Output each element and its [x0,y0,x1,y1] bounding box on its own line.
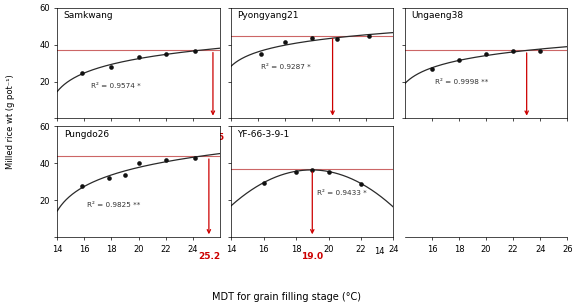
Point [281,39,290,44]
Text: 14: 14 [374,247,384,256]
Point [509,49,518,54]
Point [104,175,113,180]
Text: Samkwang: Samkwang [64,11,113,20]
Text: R² = 0.9287 *: R² = 0.9287 * [261,64,311,71]
Point [134,55,143,60]
Point [364,34,374,39]
Point [107,64,116,69]
Point [324,169,333,174]
Text: 25.2: 25.2 [198,252,220,261]
Text: Milled rice wt (g pot⁻¹): Milled rice wt (g pot⁻¹) [6,74,15,169]
Text: R² = 0.9998 **: R² = 0.9998 ** [435,79,488,85]
Point [292,169,301,174]
Point [536,49,545,54]
Point [481,51,490,56]
Text: MDT for grain filling stage (°C): MDT for grain filling stage (°C) [212,292,361,302]
Point [134,161,143,166]
Point [454,58,464,63]
Text: Pyongyang21: Pyongyang21 [238,11,299,20]
Point [120,173,129,178]
Text: R² = 0.9433 *: R² = 0.9433 * [317,191,367,196]
Point [332,36,342,41]
Point [161,158,170,163]
Point [259,180,268,185]
Point [77,71,87,76]
Point [356,181,366,186]
Point [191,155,200,160]
Point [308,167,317,172]
Point [256,51,265,56]
Point [427,66,437,71]
Point [77,184,87,189]
Text: R² = 0.9574 *: R² = 0.9574 * [91,83,141,89]
Point [308,36,317,40]
Point [161,51,170,56]
Text: 25.5: 25.5 [202,133,224,142]
Text: 19.0: 19.0 [301,252,323,261]
Text: 21.5: 21.5 [321,133,344,142]
Text: 23.0: 23.0 [516,133,537,142]
Text: YF-66-3-9-1: YF-66-3-9-1 [238,130,290,139]
Text: R² = 0.9825 **: R² = 0.9825 ** [87,202,140,208]
Text: Pungdo26: Pungdo26 [64,130,109,139]
Point [191,49,200,54]
Text: Ungaeng38: Ungaeng38 [411,11,464,20]
